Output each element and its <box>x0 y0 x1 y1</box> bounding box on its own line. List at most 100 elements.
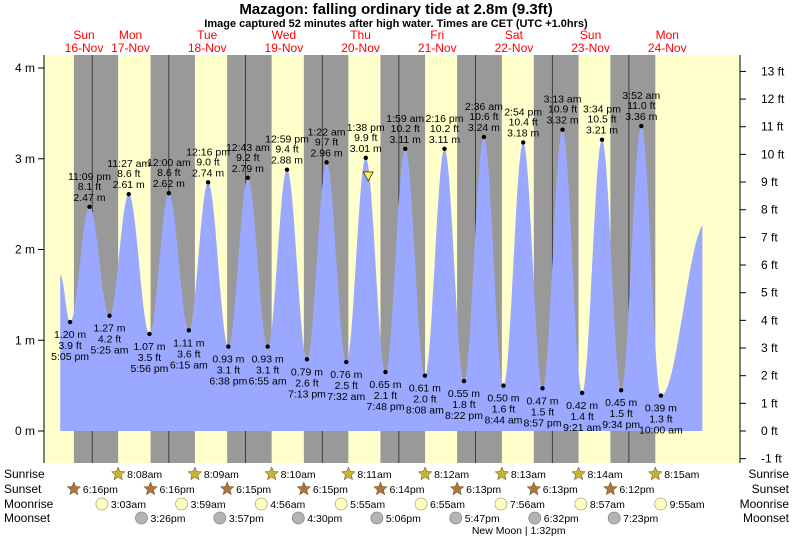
sunrise-time: 8:09am <box>204 469 239 481</box>
y-tick-label-right: 3 ft <box>761 341 778 355</box>
low-tide-label: 0.50 m <box>487 393 519 405</box>
moonset-icon <box>370 511 384 525</box>
moonset-time: 3:57pm <box>229 513 264 525</box>
low-tide-label: 0.61 m <box>409 383 441 395</box>
sunrise-icon <box>264 466 279 481</box>
low-tide-point: 1.11 m3.6 ft6:15 am <box>170 328 208 371</box>
sunset-icon <box>373 481 388 496</box>
high-tide-label: 10.6 ft <box>469 111 498 123</box>
sunset-time: 6:16pm <box>83 484 118 496</box>
moonset-time: 5:47pm <box>465 513 500 525</box>
low-tide-label: 8:44 am <box>484 415 522 427</box>
moonrise-time: 7:56am <box>510 499 545 511</box>
high-tide-label: 3.01 m <box>350 143 382 155</box>
moonset-time: 4:30pm <box>307 513 342 525</box>
low-tide-label: 6:55 am <box>249 376 287 388</box>
high-tide-label: 8.1 ft <box>78 181 101 193</box>
high-tide-label: 2:16 pm <box>426 113 464 125</box>
moonrise-time: 5:55am <box>350 499 385 511</box>
day-date: 20-Nov <box>341 41 380 55</box>
y-tick-label-left: 0 m <box>15 424 35 438</box>
high-tide-label: 3.36 m <box>625 111 657 123</box>
high-tide-label: 9.2 ft <box>236 152 259 164</box>
current-tide-marker <box>362 171 374 182</box>
sunset-time: 6:14pm <box>389 484 424 496</box>
high-tide-label: 9.7 ft <box>315 136 338 148</box>
high-tide-label: 2.79 m <box>232 163 264 175</box>
y-tick-label-left: 4 m <box>15 61 35 75</box>
moonrise-time: 6:55am <box>430 499 465 511</box>
day-name: Mon <box>119 28 142 42</box>
sunrise-icon <box>417 466 433 481</box>
astro-row-label-right: Sunset <box>752 482 790 496</box>
y-tick-label-right: 1 ft <box>761 396 778 410</box>
low-tide-point: 0.79 m2.6 ft7:13 pm <box>288 357 326 400</box>
sunrise-time: 8:10am <box>281 469 316 481</box>
sunset-time: 6:13pm <box>466 484 501 496</box>
low-tide-label: 0.93 m <box>212 354 244 366</box>
sunrise-time: 8:12am <box>434 469 469 481</box>
moonrise-icon <box>95 497 109 511</box>
high-tide-label: 2.61 m <box>113 179 145 191</box>
day-name: Thu <box>350 28 371 42</box>
low-tide-label: 0.47 m <box>526 395 558 407</box>
high-tide-label: 11.0 ft <box>627 100 655 112</box>
low-tide-dot <box>147 331 152 337</box>
sunset-icon <box>449 481 465 496</box>
high-tide-dot <box>481 134 487 140</box>
low-tide-point: 0.42 m1.4 ft9:21 am <box>563 390 601 434</box>
sunrise-time: 8:11am <box>357 469 391 481</box>
high-tide-label: 3:13 am <box>544 94 582 106</box>
astro-row-label-left: Moonset <box>4 511 51 525</box>
low-tide-label: 3.5 ft <box>138 352 161 364</box>
low-tide-label: 3.1 ft <box>217 365 240 377</box>
y-tick-label-right: 5 ft <box>761 286 778 300</box>
low-tide-label: 0.45 m <box>605 397 637 409</box>
low-tide-label: 6:15 am <box>170 359 208 371</box>
sunset-icon <box>66 481 82 496</box>
moonrise-icon <box>334 497 348 511</box>
high-tide-point: 11:09 pm8.1 ft2.47 m <box>68 171 111 210</box>
high-tide-label: 12:59 pm <box>265 134 309 146</box>
high-tide-label: 11:09 pm <box>68 171 111 183</box>
sunrise-icon <box>494 466 510 481</box>
astro-row-label-right: Moonrise <box>740 497 790 511</box>
day-date: 18-Nov <box>188 41 227 55</box>
high-tide-label: 9.0 ft <box>196 156 219 168</box>
high-tide-label: 9.9 ft <box>354 132 377 144</box>
low-tide-dot <box>383 369 388 375</box>
low-tide-point: 0.45 m1.5 ft9:34 pm <box>602 387 640 431</box>
low-tide-label: 1.5 ft <box>609 408 632 420</box>
low-tide-dot <box>501 383 506 388</box>
high-tide-point: 12:00 am8.6 ft2.62 m <box>147 157 191 196</box>
moonrise-icon <box>175 497 188 511</box>
low-tide-point: 0.93 m3.1 ft6:38 pm <box>209 344 248 388</box>
y-tick-label-right: 12 ft <box>761 92 785 106</box>
low-tide-label: 8:22 pm <box>445 410 483 422</box>
high-tide-label: 3:52 am <box>622 90 660 102</box>
moonset-time: 7:23pm <box>623 513 658 525</box>
high-tide-label: 3.24 m <box>468 122 500 134</box>
high-tide-label: 1:38 pm <box>347 122 385 134</box>
low-tide-dot <box>107 313 112 318</box>
low-tide-point: 0.50 m1.6 ft8:44 am <box>484 383 523 427</box>
y-tick-label-right: 9 ft <box>761 175 778 189</box>
moonrise-time: 8:57am <box>590 499 625 511</box>
high-tide-label: 2.47 m <box>73 192 105 204</box>
moonrise-icon <box>654 497 668 511</box>
y-tick-label-right: 4 ft <box>761 313 778 327</box>
low-tide-label: 6:38 pm <box>209 376 247 388</box>
day-name: Mon <box>656 28 679 42</box>
y-tick-label-left: 2 m <box>15 243 35 257</box>
astro-row-label-right: Sunrise <box>748 467 789 481</box>
high-tide-point: 12:43 am9.2 ft2.79 m <box>226 142 270 181</box>
sunrise-time: 8:08am <box>127 469 162 481</box>
moonset-icon <box>291 511 305 525</box>
low-tide-point: 1.07 m3.5 ft5:56 pm <box>130 331 169 375</box>
high-tide-label: 10.5 ft <box>587 114 616 126</box>
low-tide-label: 3.1 ft <box>256 365 279 377</box>
low-tide-dot <box>226 344 231 349</box>
